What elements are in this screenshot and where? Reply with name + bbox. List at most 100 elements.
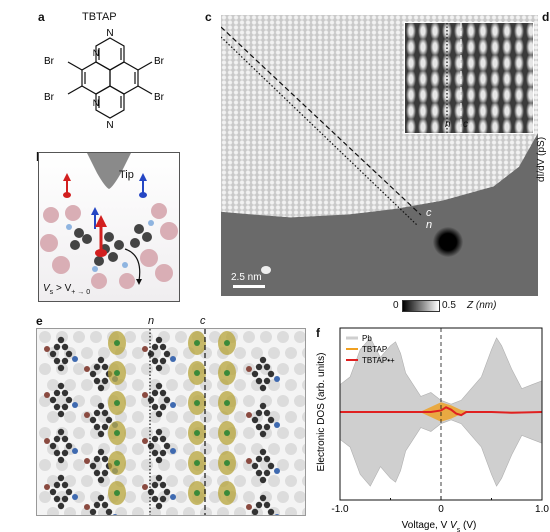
pb-atom: [39, 331, 51, 343]
pb-atom: [124, 331, 136, 343]
pb-atom: [302, 507, 305, 515]
pb-atom: [234, 379, 246, 391]
pb-atom: [183, 507, 195, 515]
pb-atom: [175, 363, 187, 375]
pb-atom: [175, 459, 187, 471]
pb-atom: [64, 411, 76, 423]
inset-label-c: c: [463, 119, 468, 130]
tbtap-molecule: [44, 474, 78, 510]
n-atom: [114, 400, 120, 406]
stm-adatom: [261, 266, 271, 274]
pb-atom: [141, 459, 153, 471]
stm-line-label-c: c: [426, 207, 432, 219]
model-line-label-c: c: [200, 315, 206, 327]
stm-inset: n c: [404, 22, 534, 134]
pb-atom: [132, 347, 144, 359]
tbtap-molecule: [44, 428, 78, 464]
pb-atom: [73, 427, 85, 439]
pb-atom: [277, 331, 289, 343]
pb-atom: [166, 379, 178, 391]
pb-atom: [294, 459, 305, 471]
pb-atom: [285, 507, 297, 515]
pb-atom: [175, 395, 187, 407]
pb-atom: [200, 411, 212, 423]
n-atom-left-bottom: N: [93, 98, 100, 108]
legend-entry: TBTAP: [362, 345, 387, 354]
stm-lines: [221, 26, 422, 288]
tbtap-molecule: [44, 382, 78, 418]
pb-atom: [81, 379, 93, 391]
pb-atom: [234, 347, 246, 359]
pb-atom: [285, 443, 297, 455]
tip-scene: [40, 153, 178, 289]
pb-atom: [175, 491, 187, 503]
pb-atom: [39, 459, 51, 471]
pb-atom: [47, 507, 59, 515]
pb-atom: [209, 459, 221, 471]
pb-atom: [141, 331, 153, 343]
pb-atom: [166, 411, 178, 423]
tbtap-molecule: [84, 448, 118, 484]
pb-atom: [73, 491, 85, 503]
pb-atom: [73, 459, 85, 471]
pb-atom: [124, 363, 136, 375]
x-tick-label: 0: [438, 504, 444, 515]
tbtap-molecule: [142, 428, 176, 464]
legend-entry: Pb: [362, 334, 372, 343]
n-atom: [224, 340, 230, 346]
pb-atom: [90, 331, 102, 343]
n-atom: [194, 430, 200, 436]
br-atom-4: Br: [154, 92, 165, 103]
pb-atom: [251, 475, 263, 487]
n-atom: [224, 430, 230, 436]
tbtap-molecule: [84, 402, 118, 438]
n-atom: [194, 370, 200, 376]
pb-atom: [81, 443, 93, 455]
pb-atom: [124, 491, 136, 503]
pb-atom: [285, 475, 297, 487]
pb-atom: [277, 395, 289, 407]
dos-xlabel-var: V: [447, 520, 458, 531]
pb-atom: [132, 411, 144, 423]
panel-label-d: d: [542, 10, 550, 24]
scale-bar-label: 2.5 nm: [231, 272, 262, 283]
atomic-model-lattice: [39, 329, 305, 515]
dos-xlabel: Voltage, V Vs (V): [402, 520, 477, 532]
pb-atom: [39, 491, 51, 503]
tbtap-structure: N N N N Br Br Br Br: [44, 28, 165, 131]
pb-atom: [39, 395, 51, 407]
pb-atom: [47, 411, 59, 423]
br-atom-1: Br: [44, 56, 55, 67]
pb-atom: [98, 347, 110, 359]
colorbar-min: 0: [393, 300, 399, 311]
n-atom-bottom: N: [106, 120, 113, 131]
dos-ylabel: Electronic DOS (arb. units): [316, 353, 327, 472]
pb-atom: [285, 379, 297, 391]
pb-atom: [39, 427, 51, 439]
pb-atom: [175, 427, 187, 439]
pb-atom: [73, 331, 85, 343]
tip-label: Tip: [119, 169, 134, 181]
tbtap-molecule: [44, 336, 78, 372]
pb-atom: [132, 379, 144, 391]
pb-atom: [294, 491, 305, 503]
pb-atom: [277, 491, 289, 503]
series-tbtap-cation-line: [340, 406, 543, 417]
pb-atom: [183, 411, 195, 423]
pb-atom: [243, 459, 255, 471]
pb-atom: [132, 443, 144, 455]
br-atom-2: Br: [44, 92, 55, 103]
pb-atom: [141, 427, 153, 439]
pb-atom: [124, 427, 136, 439]
colorbar: [402, 300, 440, 312]
pb-atom: [243, 395, 255, 407]
pb-atom: [209, 395, 221, 407]
pb-atom: [166, 475, 178, 487]
pb-atom: [234, 507, 246, 515]
pb-atom: [243, 427, 255, 439]
tbtap-molecule: [142, 382, 176, 418]
pb-atom: [268, 347, 280, 359]
pb-atom: [268, 475, 280, 487]
pb-atom: [39, 363, 51, 375]
pb-atom: [294, 395, 305, 407]
